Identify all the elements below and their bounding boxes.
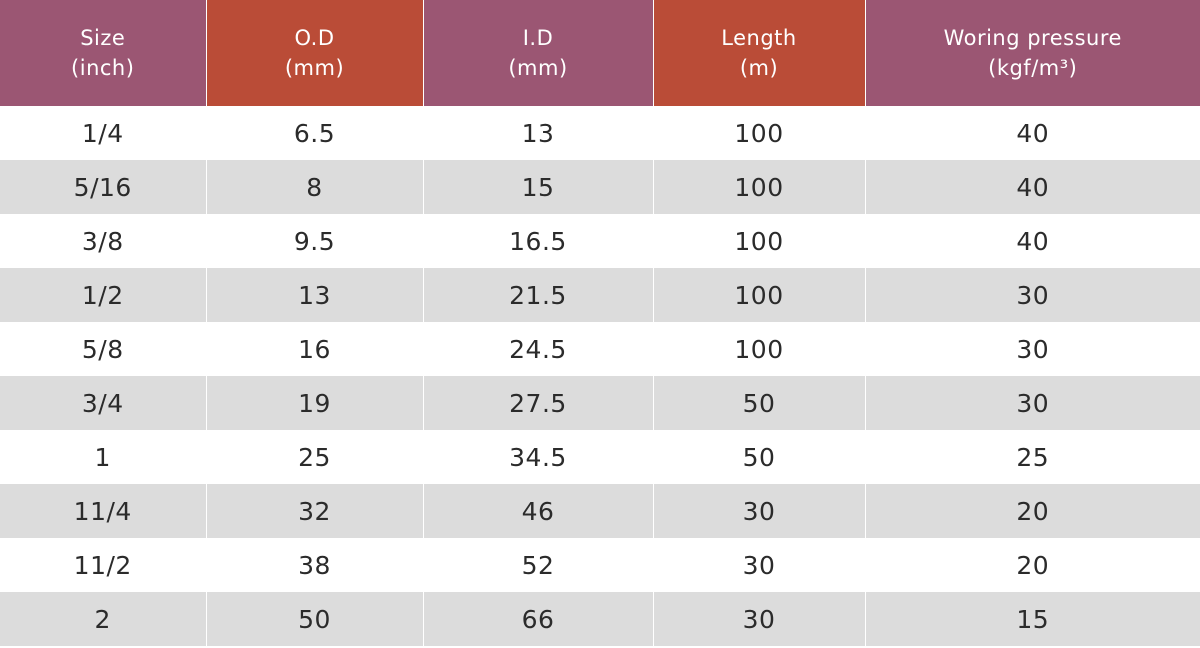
cell-length: 100 [653, 106, 866, 160]
table-row: 5/16 8 15 100 40 [0, 160, 1200, 214]
cell-length: 100 [653, 160, 866, 214]
header-id-unit: (mm) [508, 56, 568, 80]
cell-od: 13 [206, 268, 424, 322]
cell-length: 100 [653, 214, 866, 268]
header-length: Length (m) [653, 0, 866, 106]
cell-id: 27.5 [423, 376, 654, 430]
header-id-label: I.D [522, 26, 554, 50]
cell-od: 25 [206, 430, 424, 484]
header-size-unit: (inch) [71, 56, 135, 80]
header-od-unit: (mm) [284, 56, 345, 80]
cell-size: 5/8 [0, 322, 207, 376]
table-header: Size (inch) O.D (mm) I.D (mm) Length (m)… [0, 0, 1200, 106]
cell-id: 13 [423, 106, 654, 160]
cell-length: 100 [653, 268, 866, 322]
cell-id: 16.5 [423, 214, 654, 268]
table-row: 5/8 16 24.5 100 30 [0, 322, 1200, 376]
cell-size: 2 [0, 592, 207, 646]
cell-id: 24.5 [423, 322, 654, 376]
cell-pressure: 20 [865, 538, 1200, 592]
cell-od: 6.5 [206, 106, 424, 160]
cell-id: 15 [423, 160, 654, 214]
cell-length: 30 [653, 538, 866, 592]
table-row: 1/2 13 21.5 100 30 [0, 268, 1200, 322]
header-size-label: Size [80, 26, 126, 50]
cell-size: 1/4 [0, 106, 207, 160]
cell-pressure: 30 [865, 322, 1200, 376]
cell-od: 38 [206, 538, 424, 592]
cell-size: 11/4 [0, 484, 207, 538]
cell-pressure: 40 [865, 160, 1200, 214]
header-length-label: Length [721, 26, 797, 50]
cell-length: 30 [653, 484, 866, 538]
cell-id: 34.5 [423, 430, 654, 484]
header-length-unit: (m) [739, 56, 779, 80]
cell-id: 66 [423, 592, 654, 646]
table-row: 1/4 6.5 13 100 40 [0, 106, 1200, 160]
table-row: 1 25 34.5 50 25 [0, 430, 1200, 484]
cell-pressure: 15 [865, 592, 1200, 646]
cell-od: 9.5 [206, 214, 424, 268]
cell-size: 11/2 [0, 538, 207, 592]
header-od-label: O.D [294, 26, 335, 50]
cell-pressure: 40 [865, 214, 1200, 268]
cell-od: 50 [206, 592, 424, 646]
cell-size: 1/2 [0, 268, 207, 322]
cell-od: 32 [206, 484, 424, 538]
cell-size: 1 [0, 430, 207, 484]
table-body: 1/4 6.5 13 100 40 5/16 8 15 100 40 3/8 9.5 16.5 100 40… [0, 106, 1200, 646]
header-pressure-unit: (kgf/m³) [988, 56, 1078, 80]
cell-length: 50 [653, 430, 866, 484]
cell-od: 16 [206, 322, 424, 376]
cell-pressure: 25 [865, 430, 1200, 484]
cell-size: 3/4 [0, 376, 207, 430]
cell-size: 5/16 [0, 160, 207, 214]
cell-id: 52 [423, 538, 654, 592]
header-pressure-label: Woring pressure [943, 26, 1122, 50]
cell-id: 46 [423, 484, 654, 538]
table-row: 2 50 66 30 15 [0, 592, 1200, 646]
cell-pressure: 40 [865, 106, 1200, 160]
cell-od: 8 [206, 160, 424, 214]
header-id: I.D (mm) [423, 0, 654, 106]
cell-length: 30 [653, 592, 866, 646]
header-size: Size (inch) [0, 0, 207, 106]
table-row: 3/8 9.5 16.5 100 40 [0, 214, 1200, 268]
header-row: Size (inch) O.D (mm) I.D (mm) Length (m)… [0, 0, 1200, 106]
cell-pressure: 30 [865, 268, 1200, 322]
cell-length: 50 [653, 376, 866, 430]
cell-id: 21.5 [423, 268, 654, 322]
cell-pressure: 30 [865, 376, 1200, 430]
cell-length: 100 [653, 322, 866, 376]
cell-pressure: 20 [865, 484, 1200, 538]
header-pressure: Woring pressure (kgf/m³) [865, 0, 1200, 106]
header-od: O.D (mm) [206, 0, 424, 106]
cell-od: 19 [206, 376, 424, 430]
table-row: 3/4 19 27.5 50 30 [0, 376, 1200, 430]
table-row: 11/4 32 46 30 20 [0, 484, 1200, 538]
table-row: 11/2 38 52 30 20 [0, 538, 1200, 592]
cell-size: 3/8 [0, 214, 207, 268]
